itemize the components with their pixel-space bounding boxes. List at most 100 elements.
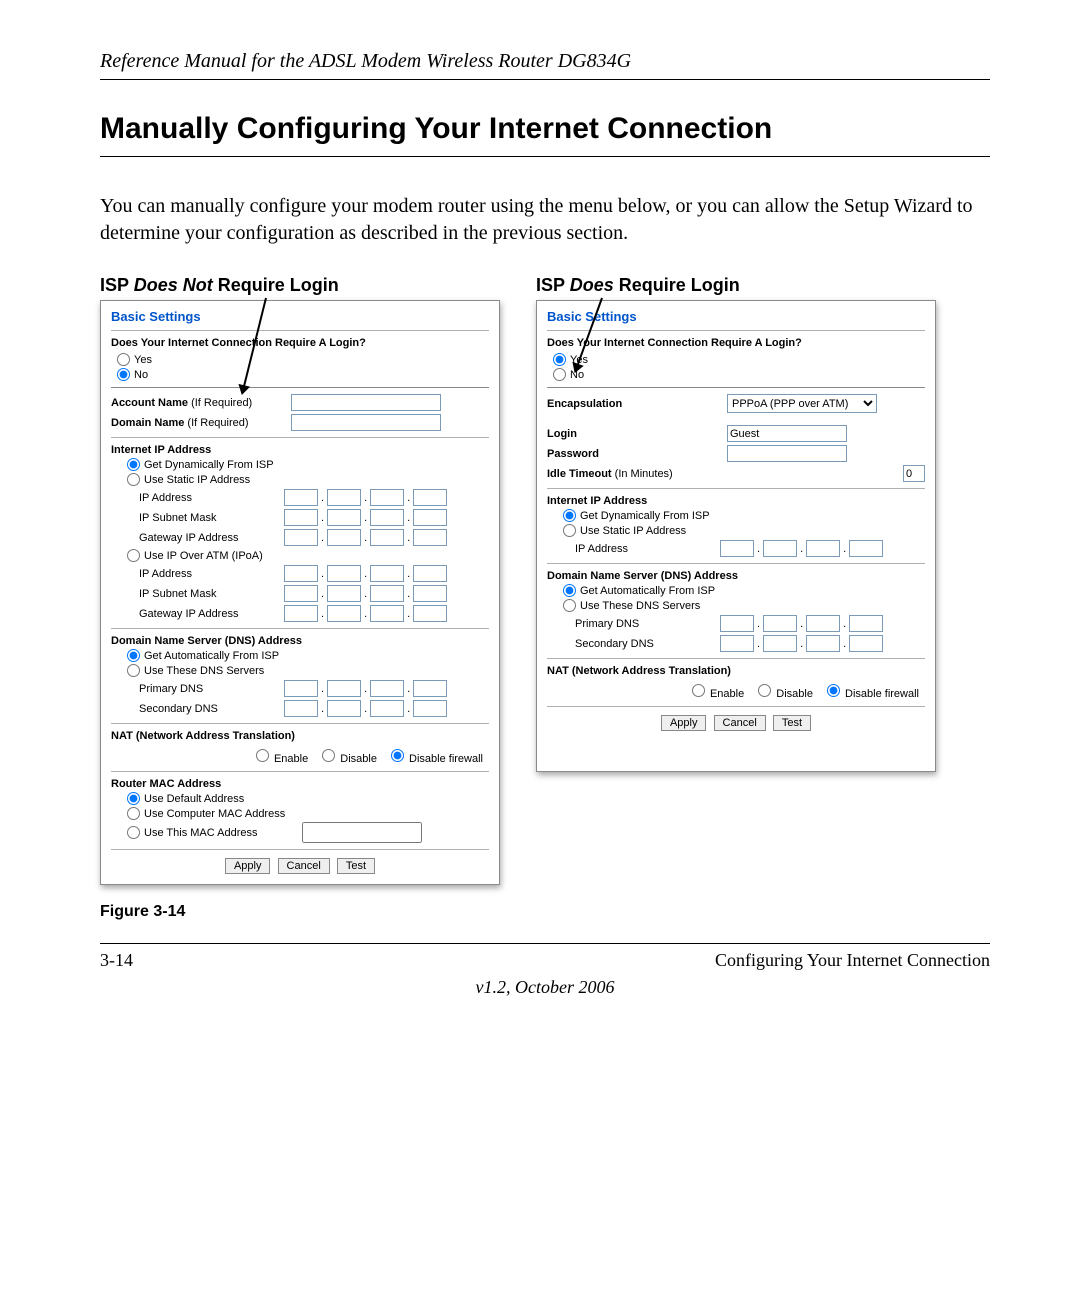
- radio-no[interactable]: [553, 368, 566, 381]
- ip-input-group[interactable]: ...: [284, 529, 447, 546]
- footer-version: v1.2, October 2006: [100, 977, 990, 998]
- radio-nat-enable[interactable]: [692, 684, 705, 697]
- input-account-name[interactable]: [291, 394, 441, 411]
- input-domain-name[interactable]: [291, 414, 441, 431]
- footer-chapter: Configuring Your Internet Connection: [715, 950, 990, 971]
- label-use-dns: Use These DNS Servers: [580, 600, 700, 612]
- label-dns-header: Domain Name Server (DNS) Address: [547, 570, 925, 582]
- label-ip-address: IP Address: [575, 543, 720, 555]
- label-nat-header: NAT (Network Address Translation): [547, 665, 925, 677]
- label-get-auto: Get Automatically From ISP: [144, 650, 279, 662]
- radio-yes[interactable]: [117, 353, 130, 366]
- test-button[interactable]: Test: [337, 858, 375, 874]
- radio-this-mac[interactable]: [127, 826, 140, 839]
- input-password[interactable]: [727, 445, 847, 462]
- label-ip-header: Internet IP Address: [547, 495, 925, 507]
- hint-if-required: (If Required): [188, 397, 252, 409]
- label-get-dyn: Get Dynamically From ISP: [580, 510, 710, 522]
- panel-title: Basic Settings: [547, 309, 925, 324]
- label-secondary-dns: Secondary DNS: [575, 638, 720, 650]
- label-gateway: Gateway IP Address: [139, 532, 284, 544]
- radio-computer-mac[interactable]: [127, 807, 140, 820]
- radio-nat-disable-fw[interactable]: [391, 749, 404, 762]
- label-disable: Disable: [340, 753, 377, 765]
- figure-caption: Figure 3-14: [100, 903, 990, 921]
- radio-nat-disable[interactable]: [322, 749, 335, 762]
- ip-input-group[interactable]: ...: [284, 680, 447, 697]
- label-enable: Enable: [274, 753, 308, 765]
- label-subnet: IP Subnet Mask: [139, 512, 284, 524]
- label-idle-timeout: Idle Timeout: [547, 468, 612, 480]
- label-password: Password: [547, 448, 599, 460]
- ip-input-group[interactable]: ...: [284, 565, 447, 582]
- label-disable-fw: Disable firewall: [845, 688, 919, 700]
- label-this-mac: Use This MAC Address: [144, 827, 258, 839]
- ip-input-group[interactable]: ...: [720, 615, 883, 632]
- label-get-auto: Get Automatically From ISP: [580, 585, 715, 597]
- label-ip-address: IP Address: [139, 568, 284, 580]
- ip-input-group[interactable]: ...: [284, 605, 447, 622]
- radio-nat-enable[interactable]: [256, 749, 269, 762]
- label-gateway: Gateway IP Address: [139, 608, 284, 620]
- select-encapsulation[interactable]: PPPoA (PPP over ATM): [727, 394, 877, 413]
- radio-use-dns[interactable]: [563, 599, 576, 612]
- label-primary-dns: Primary DNS: [575, 618, 720, 630]
- ip-input-group[interactable]: ...: [284, 509, 447, 526]
- radio-ipoa[interactable]: [127, 549, 140, 562]
- radio-yes[interactable]: [553, 353, 566, 366]
- label-domain-name: Domain Name: [111, 417, 184, 429]
- label-use-dns: Use These DNS Servers: [144, 665, 264, 677]
- hint-in-minutes: (In Minutes): [612, 468, 673, 480]
- panel-does-login: Basic Settings Does Your Internet Connec…: [536, 300, 936, 772]
- label-secondary-dns: Secondary DNS: [139, 703, 284, 715]
- radio-use-dns[interactable]: [127, 664, 140, 677]
- radio-get-auto[interactable]: [563, 584, 576, 597]
- login-question: Does Your Internet Connection Require A …: [111, 337, 489, 349]
- label-get-dyn: Get Dynamically From ISP: [144, 459, 274, 471]
- label-enable: Enable: [710, 688, 744, 700]
- ip-input-group[interactable]: ...: [284, 585, 447, 602]
- input-mac[interactable]: [302, 822, 422, 843]
- label-use-static: Use Static IP Address: [144, 474, 250, 486]
- ip-input-group[interactable]: ...: [284, 700, 447, 717]
- hint-if-required: (If Required): [184, 417, 248, 429]
- label-encapsulation: Encapsulation: [547, 398, 622, 410]
- ip-input-group[interactable]: ...: [284, 489, 447, 506]
- radio-nat-disable-fw[interactable]: [827, 684, 840, 697]
- label-subnet: IP Subnet Mask: [139, 588, 284, 600]
- label-yes: Yes: [134, 354, 152, 366]
- subhead-does-login: ISP Does Require Login: [536, 275, 936, 296]
- label-computer-mac: Use Computer MAC Address: [144, 808, 285, 820]
- panel-no-login: Basic Settings Does Your Internet Connec…: [100, 300, 500, 885]
- radio-no[interactable]: [117, 368, 130, 381]
- radio-use-static[interactable]: [563, 524, 576, 537]
- label-use-static: Use Static IP Address: [580, 525, 686, 537]
- label-disable-fw: Disable firewall: [409, 753, 483, 765]
- ip-input-group[interactable]: ...: [720, 635, 883, 652]
- radio-use-static[interactable]: [127, 473, 140, 486]
- footer-page-number: 3-14: [100, 950, 133, 971]
- ip-input-group[interactable]: ...: [720, 540, 883, 557]
- cancel-button[interactable]: Cancel: [278, 858, 330, 874]
- cancel-button[interactable]: Cancel: [714, 715, 766, 731]
- test-button[interactable]: Test: [773, 715, 811, 731]
- login-question: Does Your Internet Connection Require A …: [547, 337, 925, 349]
- label-account-name: Account Name: [111, 397, 188, 409]
- input-login[interactable]: [727, 425, 847, 442]
- intro-paragraph: You can manually configure your modem ro…: [100, 193, 990, 247]
- label-nat-header: NAT (Network Address Translation): [111, 730, 489, 742]
- radio-get-dyn[interactable]: [127, 458, 140, 471]
- apply-button[interactable]: Apply: [661, 715, 707, 731]
- radio-get-dyn[interactable]: [563, 509, 576, 522]
- label-primary-dns: Primary DNS: [139, 683, 284, 695]
- radio-default-mac[interactable]: [127, 792, 140, 805]
- label-default-mac: Use Default Address: [144, 793, 244, 805]
- radio-get-auto[interactable]: [127, 649, 140, 662]
- apply-button[interactable]: Apply: [225, 858, 271, 874]
- label-disable: Disable: [776, 688, 813, 700]
- panel-title: Basic Settings: [111, 309, 489, 324]
- radio-nat-disable[interactable]: [758, 684, 771, 697]
- input-idle-timeout[interactable]: [903, 465, 925, 482]
- label-ipoa: Use IP Over ATM (IPoA): [144, 550, 263, 562]
- doc-header: Reference Manual for the ADSL Modem Wire…: [100, 50, 990, 80]
